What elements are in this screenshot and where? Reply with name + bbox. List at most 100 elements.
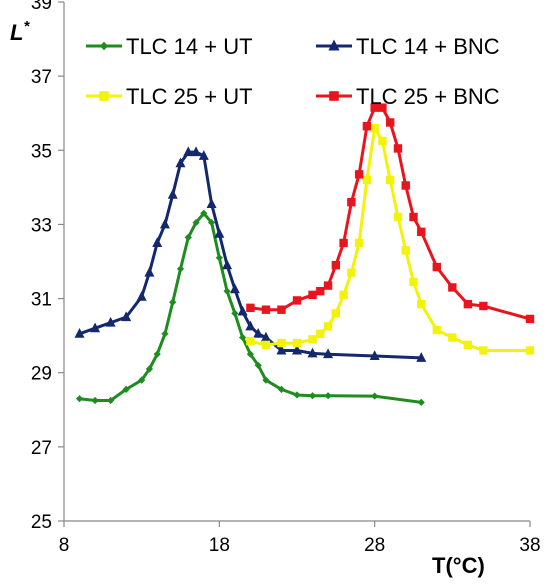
- data-point: [416, 352, 427, 362]
- data-point: [215, 254, 223, 262]
- data-point: [276, 344, 287, 355]
- data-point: [323, 322, 333, 331]
- data-point: [331, 309, 341, 318]
- data-point: [308, 392, 317, 400]
- data-point: [401, 246, 410, 255]
- y-tick-label: 31: [31, 290, 52, 311]
- data-point: [347, 268, 356, 277]
- legend-item-tlc-14-bnc: TLC 14 + BNC: [316, 34, 500, 59]
- data-point: [261, 305, 271, 314]
- data-point: [292, 296, 302, 305]
- data-point: [161, 330, 169, 338]
- data-point: [308, 290, 317, 300]
- data-point: [386, 175, 395, 185]
- data-point: [354, 238, 364, 248]
- data-point: [378, 136, 387, 146]
- data-point: [206, 198, 217, 209]
- data-point: [184, 233, 192, 242]
- data-point: [463, 299, 473, 309]
- data-point: [176, 265, 185, 273]
- legend-swatch-marker: [329, 91, 339, 101]
- data-point: [121, 311, 132, 322]
- data-point: [323, 281, 333, 290]
- data-point: [107, 396, 115, 405]
- data-point: [254, 361, 262, 369]
- data-point: [448, 283, 457, 292]
- y-tick-label: 25: [31, 512, 52, 533]
- data-point: [214, 227, 225, 238]
- data-point: [479, 346, 488, 355]
- data-point: [231, 309, 239, 317]
- data-point: [432, 262, 441, 272]
- data-point: [308, 335, 317, 344]
- data-point: [324, 392, 332, 400]
- data-point: [145, 365, 154, 373]
- data-point: [292, 338, 302, 348]
- data-point: [409, 212, 418, 222]
- data-point: [261, 340, 271, 350]
- data-point: [153, 350, 161, 358]
- data-point: [370, 123, 379, 133]
- data-point: [246, 350, 254, 358]
- data-point: [369, 350, 380, 361]
- data-point: [260, 331, 271, 342]
- data-point: [393, 144, 403, 153]
- data-point: [432, 325, 441, 335]
- legend-item-tlc-25-ut: TLC 25 + UT: [86, 84, 253, 109]
- data-point: [323, 348, 334, 359]
- data-point: [386, 118, 395, 127]
- chart-axes: 25 27 29 31 33 35 37 39 8 18 28 38: [31, 0, 541, 556]
- data-point: [167, 189, 178, 199]
- data-point: [229, 283, 240, 294]
- data-point: [525, 314, 535, 324]
- data-point: [223, 287, 231, 295]
- legend-label: TLC 14 + BNC: [356, 34, 500, 59]
- data-point: [262, 376, 270, 384]
- legend-item-tlc-25-bnc: TLC 25 + BNC: [316, 84, 500, 109]
- legend-swatch-marker: [99, 91, 109, 101]
- x-tick-label: 38: [519, 535, 540, 556]
- data-point: [307, 347, 318, 358]
- data-point: [192, 218, 200, 227]
- data-point: [277, 385, 286, 393]
- legend-label: TLC 14 + UT: [126, 34, 253, 59]
- data-point: [354, 170, 364, 179]
- data-point: [91, 396, 99, 405]
- y-axis-title: L*: [10, 18, 30, 45]
- data-point: [136, 290, 147, 301]
- data-point: [463, 340, 473, 350]
- data-point: [362, 121, 372, 131]
- data-point: [191, 146, 202, 157]
- x-tick-label: 18: [209, 535, 230, 556]
- chart-legend: TLC 14 + UT TLC 14 + BNC TLC 25 + UT TLC 25…: [86, 34, 500, 109]
- series-tlc-25-ut: [246, 123, 535, 355]
- series-line: [250, 106, 531, 321]
- data-point: [417, 398, 425, 406]
- data-point: [448, 333, 457, 342]
- y-tick-label: 37: [31, 67, 52, 88]
- x-tick-label: 8: [59, 535, 70, 556]
- legend-label: TLC 25 + BNC: [356, 84, 500, 109]
- data-point: [207, 218, 216, 227]
- data-point: [371, 392, 379, 400]
- data-point: [246, 337, 255, 346]
- legend-label: TLC 25 + UT: [126, 84, 253, 109]
- data-point: [198, 150, 209, 160]
- data-point: [479, 301, 488, 311]
- y-tick-label: 33: [31, 215, 52, 236]
- x-tick-label: 28: [364, 535, 385, 556]
- data-point: [159, 218, 170, 229]
- data-point: [175, 157, 186, 168]
- data-point: [417, 227, 426, 237]
- series-tlc-25-bnc: [246, 103, 535, 324]
- data-point: [316, 329, 325, 338]
- data-point: [200, 209, 208, 217]
- series-tlc-14-bnc: [74, 146, 427, 362]
- legend-swatch-marker: [99, 41, 109, 51]
- legend-item-tlc-14-ut: TLC 14 + UT: [86, 34, 253, 59]
- data-point: [331, 261, 341, 270]
- data-point: [417, 299, 426, 309]
- data-point: [370, 103, 379, 112]
- data-point: [152, 237, 163, 247]
